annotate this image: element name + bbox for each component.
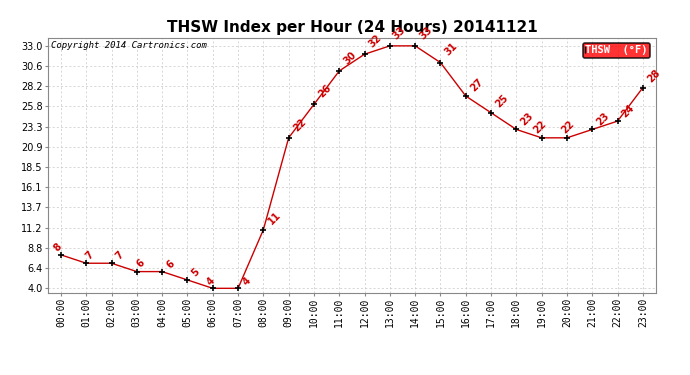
Legend: THSW  (°F): THSW (°F) <box>582 43 650 58</box>
Text: 32: 32 <box>367 33 384 50</box>
Title: THSW Index per Hour (24 Hours) 20141121: THSW Index per Hour (24 Hours) 20141121 <box>166 20 538 35</box>
Text: 28: 28 <box>645 68 662 85</box>
Text: 23: 23 <box>519 111 535 127</box>
Text: 26: 26 <box>317 83 333 100</box>
Text: 22: 22 <box>531 119 548 136</box>
Text: 11: 11 <box>266 209 282 226</box>
Text: 30: 30 <box>342 50 358 66</box>
Text: 22: 22 <box>560 119 576 136</box>
Text: 6: 6 <box>165 258 177 270</box>
Text: 7: 7 <box>83 250 95 262</box>
Text: 25: 25 <box>493 93 510 110</box>
Text: 33: 33 <box>417 24 434 41</box>
Text: 33: 33 <box>391 24 408 41</box>
Text: Copyright 2014 Cartronics.com: Copyright 2014 Cartronics.com <box>51 41 207 50</box>
Text: 8: 8 <box>52 242 64 254</box>
Text: 6: 6 <box>135 258 146 269</box>
Text: 4: 4 <box>241 275 253 287</box>
Text: 4: 4 <box>205 275 217 287</box>
Text: 23: 23 <box>595 111 611 127</box>
Text: 22: 22 <box>291 117 308 133</box>
Text: 5: 5 <box>190 267 201 279</box>
Text: 31: 31 <box>443 41 460 58</box>
Text: 27: 27 <box>469 76 485 93</box>
Text: 24: 24 <box>620 102 637 119</box>
Text: 7: 7 <box>114 250 126 262</box>
